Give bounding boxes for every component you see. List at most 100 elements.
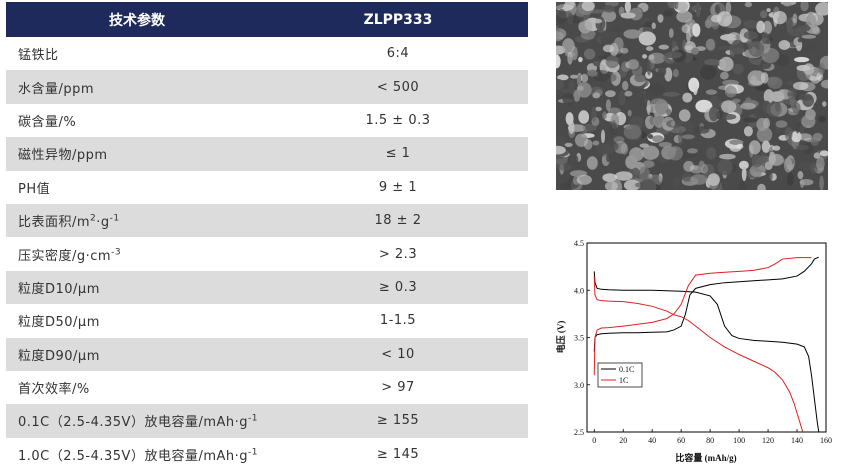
series-0-charge-line (593, 256, 819, 352)
sem-grain (684, 45, 693, 51)
sem-grain (648, 14, 655, 21)
x-tick-label: 100 (733, 436, 745, 445)
legend-label-0: 0.1C (619, 365, 634, 374)
sem-grain (556, 2, 564, 10)
sem-grain (642, 54, 648, 59)
param-value: 18 ± 2 (268, 203, 528, 238)
param-text: 粒度D90/μm (18, 348, 100, 364)
y-tick-label: 4.0 (574, 286, 584, 295)
param-value: 1.5 ± 0.3 (268, 103, 528, 138)
sem-grain (592, 92, 601, 99)
sem-grain (605, 55, 619, 69)
sem-grain (795, 144, 809, 151)
sem-grain (627, 109, 632, 117)
sem-grain (731, 98, 741, 104)
sem-grain (586, 156, 598, 170)
sem-grain (715, 4, 720, 14)
x-tick-label: 140 (791, 436, 803, 445)
sem-grain (645, 86, 654, 101)
sem-grain (690, 174, 708, 185)
sem-grain (762, 20, 773, 35)
sem-grain (605, 99, 611, 111)
sem-grain (564, 142, 573, 147)
sem-grain (788, 27, 806, 37)
sem-grain (556, 145, 566, 155)
param-text: 磁性异物/ppm (18, 148, 108, 164)
param-superscript: -1 (248, 447, 258, 458)
sem-grain (799, 179, 814, 186)
sem-grain (605, 90, 616, 98)
sem-grain (570, 74, 579, 79)
sem-grain (646, 46, 654, 51)
param-superscript: -1 (109, 213, 120, 224)
sem-grain (595, 106, 602, 112)
param-superscript: -3 (111, 247, 122, 258)
sem-grain (724, 85, 737, 98)
sem-grain (717, 11, 733, 27)
param-name: 磁性异物/ppm (6, 137, 268, 171)
sem-grain (783, 2, 792, 7)
sem-grain (692, 82, 698, 95)
param-text: 比表面积/m (18, 215, 91, 231)
param-text: 1.0C（2.5-4.35V）放电容量/mAh·g (18, 448, 249, 464)
sem-grain (681, 24, 691, 34)
sem-grain (556, 31, 564, 42)
legend-label-1: 1C (619, 376, 628, 385)
header-model: ZLPP333 (268, 2, 528, 37)
sem-grain (794, 56, 810, 63)
sem-grain (624, 90, 633, 97)
series-1-charge-line (593, 257, 812, 376)
sem-grain (815, 2, 828, 16)
sem-grain (722, 79, 739, 86)
param-text: 粒度D50/μm (18, 315, 100, 331)
sem-grain (717, 159, 733, 176)
sem-grain (760, 10, 768, 19)
y-tick-label: 4.5 (574, 239, 584, 248)
table-row: 磁性异物/ppm ≤ 1 (6, 137, 528, 171)
sem-grain (708, 106, 719, 122)
y-tick-label: 2.5 (574, 428, 584, 437)
sem-grain (578, 56, 583, 63)
param-text: 水含量/ppm (18, 81, 95, 97)
table-row: PH值 9 ± 1 (6, 170, 528, 204)
y-tick-label: 3.5 (574, 334, 584, 343)
sem-grain (818, 62, 826, 75)
param-superscript: -1 (248, 414, 258, 425)
sem-grain (751, 154, 763, 168)
param-superscript: 2 (90, 213, 97, 224)
table-row: 0.1C（2.5-4.35V）放电容量/mAh·g-1 ≥ 155 (6, 404, 528, 438)
sem-grain (557, 74, 569, 81)
sem-grain (577, 85, 584, 91)
sem-grain (676, 2, 688, 12)
sem-grain (641, 145, 660, 160)
sem-grain (801, 114, 816, 128)
sem-grain (556, 8, 567, 25)
sem-grain (778, 40, 791, 50)
sem-grain (719, 113, 737, 120)
sem-grain (583, 123, 597, 132)
sem-grain (786, 172, 794, 186)
sem-grain (642, 160, 655, 168)
sem-grain (653, 113, 665, 128)
header-param: 技术参数 (6, 2, 268, 37)
sem-grain (623, 29, 642, 39)
param-name: 压实密度/g·cm-3 (6, 237, 268, 271)
param-value: > 2.3 (268, 237, 528, 271)
sem-grain (556, 163, 572, 171)
sem-grain (786, 17, 793, 33)
param-text: 粒度D10/μm (18, 281, 100, 297)
sem-grain (648, 54, 655, 60)
sem-grain (622, 80, 629, 91)
sem-grain (763, 117, 770, 129)
sem-grain (576, 174, 592, 185)
sem-grain (740, 102, 756, 110)
table-row: 1.0C（2.5-4.35V）放电容量/mAh·g-1 ≥ 145 (6, 437, 528, 472)
sem-grain (800, 2, 809, 12)
param-text: PH值 (18, 181, 51, 197)
sem-grain (676, 10, 693, 23)
sem-grain (819, 150, 828, 157)
sem-grain (704, 58, 721, 66)
sem-grain (720, 34, 738, 41)
sem-grain (744, 2, 753, 8)
sem-grain (687, 148, 698, 154)
